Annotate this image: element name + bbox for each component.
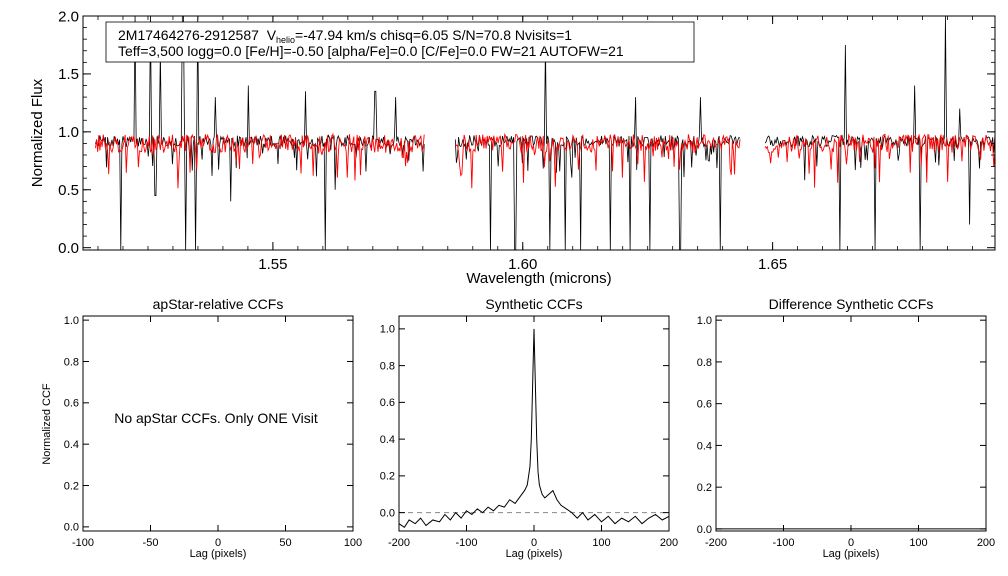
y-tick-label: 0.2 [64, 480, 79, 492]
y-tick-label: 0.0 [64, 522, 79, 534]
apstar-ccf-panel: apStar-relative CCFs -100 -50 0 50 100 0.0 0.2… [41, 296, 362, 560]
synthetic-ccf-ticks: -200 -100 0 100 200 0.0 0.2 0.4 0.6 0.8 1.0 [380, 316, 678, 549]
synthetic-ccf-title: Synthetic CCFs [485, 296, 582, 312]
y-tick-label: 0.6 [64, 398, 79, 410]
y-tick-label: 0.8 [64, 356, 79, 368]
difference-ccf-ticks: -200 -100 0 100 200 0.0 0.2 0.4 0.6 0.8 1.0 [697, 315, 995, 549]
x-tick-label: 1.65 [758, 256, 787, 273]
apstar-ccf-xlabel: Lag (pixels) [190, 548, 247, 560]
spectrum-ylabel: Normalized Flux [29, 78, 46, 187]
x-tick-label: 0 [848, 537, 854, 549]
apstar-ccf-ylabel: Normalized CCF [41, 383, 53, 465]
apstar-ccf-title: apStar-relative CCFs [153, 296, 284, 312]
y-tick-label: 0.8 [697, 357, 712, 369]
spectrum-ticks: 1.55 1.60 1.65 0.0 0.5 1.0 1.5 2.0 [58, 8, 995, 273]
x-tick-label: -100 [772, 537, 794, 549]
x-tick-label: 0 [215, 537, 221, 549]
x-tick-label: 0 [531, 537, 537, 549]
difference-ccf-axes-frame [715, 315, 987, 532]
x-tick-label: 200 [977, 537, 995, 549]
apstar-ccf-message: No apStar CCFs. Only ONE Visit [114, 410, 318, 426]
x-tick-label: 100 [592, 537, 610, 549]
spectrum-panel: 1.55 1.60 1.65 0.0 0.5 1.0 1.5 2.0 2M17464276-2… [29, 8, 996, 287]
x-tick-label: 1.55 [258, 256, 287, 273]
observed-spectrum-line [454, 44, 741, 251]
x-tick-label: 1.60 [508, 256, 537, 273]
x-tick-label: -200 [705, 537, 727, 549]
x-tick-label: 100 [909, 537, 927, 549]
x-tick-label: -100 [455, 537, 477, 549]
y-tick-label: 0.0 [380, 507, 395, 519]
x-tick-label: -100 [72, 537, 94, 549]
apstar-ccf-ticks: -100 -50 0 50 100 0.0 0.2 0.4 0.6 0.8 1.0 [64, 315, 362, 549]
y-tick-label: 0.4 [64, 439, 79, 451]
spectrum-xlabel: Wavelength (microns) [466, 270, 611, 287]
x-tick-label: 100 [344, 537, 362, 549]
model-spectrum-line [764, 133, 996, 188]
difference-ccf-title: Difference Synthetic CCFs [769, 296, 934, 312]
synthetic-ccf-xlabel: Lag (pixels) [506, 548, 563, 560]
info-line-2: Teff=3,500 logg=0.0 [Fe/H]=-0.50 [alpha/… [118, 43, 624, 59]
y-tick-label: 0.6 [697, 399, 712, 411]
observed-spectrum-line [764, 15, 996, 251]
info-vhelio-subscript: helio [276, 35, 295, 45]
spectrum-series [95, 15, 996, 251]
y-tick-label: 1.0 [58, 124, 79, 141]
y-tick-label: 0.0 [58, 240, 79, 257]
y-tick-label: 0.6 [380, 397, 395, 409]
spectrum-axes-frame [82, 15, 996, 251]
y-tick-label: 1.5 [58, 66, 79, 83]
info-vhelio-value: =-47.94 km/s chisq=6.05 S/N=70.8 Nvisits… [295, 27, 572, 43]
y-tick-label: 0.4 [697, 440, 712, 452]
y-tick-label: 1.0 [64, 315, 79, 327]
y-tick-label: 0.2 [380, 471, 395, 483]
difference-ccf-xlabel: Lag (pixels) [823, 548, 880, 560]
model-spectrum-line [95, 132, 425, 189]
synthetic-ccf-panel: Synthetic CCFs -200 -100 0 100 200 0.0 0.2 0.4 0… [380, 296, 678, 560]
x-tick-label: -50 [143, 537, 159, 549]
y-tick-label: 0.4 [380, 434, 395, 446]
info-star-id: 2M17464276-2912587 [118, 27, 259, 43]
info-line-1: 2M17464276-2912587 Vhelio=-47.94 km/s ch… [118, 27, 572, 45]
x-tick-label: 50 [279, 537, 291, 549]
y-tick-label: 1.0 [697, 315, 712, 327]
x-tick-label: 200 [660, 537, 678, 549]
synthetic-ccf-series [398, 328, 670, 529]
model-spectrum-line [454, 132, 741, 189]
y-tick-label: 1.0 [380, 324, 395, 336]
y-tick-label: 0.5 [58, 182, 79, 199]
x-tick-label: -200 [388, 537, 410, 549]
ccf-line [398, 328, 670, 529]
y-tick-label: 0.2 [697, 482, 712, 494]
y-tick-label: 0.8 [380, 360, 395, 372]
info-vhelio-symbol: V [267, 27, 277, 43]
info-box [105, 21, 695, 63]
y-tick-label: 0.0 [697, 524, 712, 536]
y-tick-label: 2.0 [58, 8, 79, 25]
difference-ccf-panel: Difference Synthetic CCFs -200 -100 0 100 20… [697, 296, 995, 560]
